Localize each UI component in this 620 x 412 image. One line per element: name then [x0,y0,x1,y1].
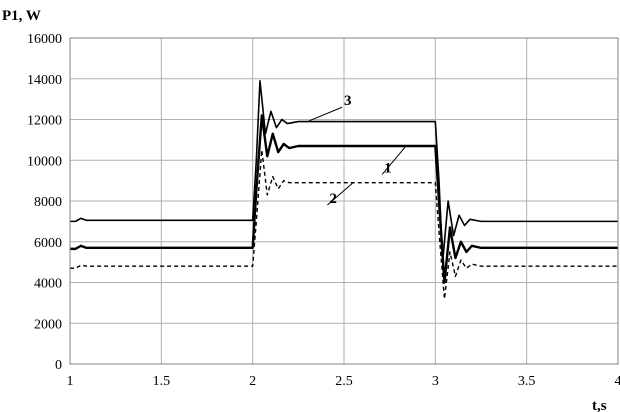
y-tick-label: 6000 [34,236,62,251]
x-tick-label: 2 [249,374,256,389]
y-tick-label: 16000 [27,32,62,47]
y-tick-label: 12000 [27,114,62,129]
series-layer [70,79,618,300]
x-tick-label: 4 [615,374,620,389]
y-tick-label: 10000 [27,154,62,169]
curve-label-leader [381,145,407,175]
curve-label-2: 2 [329,191,337,207]
curve-label-1: 1 [384,160,392,176]
x-tick-label: 2.5 [335,374,353,389]
y-tick-label: 4000 [34,277,62,292]
grid [69,37,619,365]
x-axis-label: t,s [592,398,607,412]
y-tick-label: 2000 [34,317,62,332]
x-tick-label: 1.5 [153,374,171,389]
curve-label-leader [327,182,354,206]
series-line-1 [70,114,618,284]
curve-label-3: 3 [344,93,352,109]
y-tick-label: 8000 [34,195,62,210]
series-line-3 [70,79,618,263]
x-tick-label: 1 [67,374,74,389]
y-axis-label: P1, W [2,8,41,24]
y-tick-label: 14000 [27,73,62,88]
series-line-2 [70,149,618,300]
annotation-layer: 3 1 2 [307,93,407,207]
y-tick-label: 0 [55,358,62,373]
x-tick-label: 3.5 [518,374,536,389]
curve-label-leader [307,106,343,122]
axis-layer: 0 2000 4000 6000 8000 10000 12000 14000 16000 1 1.… [27,32,620,389]
x-tick-label: 3 [432,374,439,389]
plot-frame [69,37,619,365]
